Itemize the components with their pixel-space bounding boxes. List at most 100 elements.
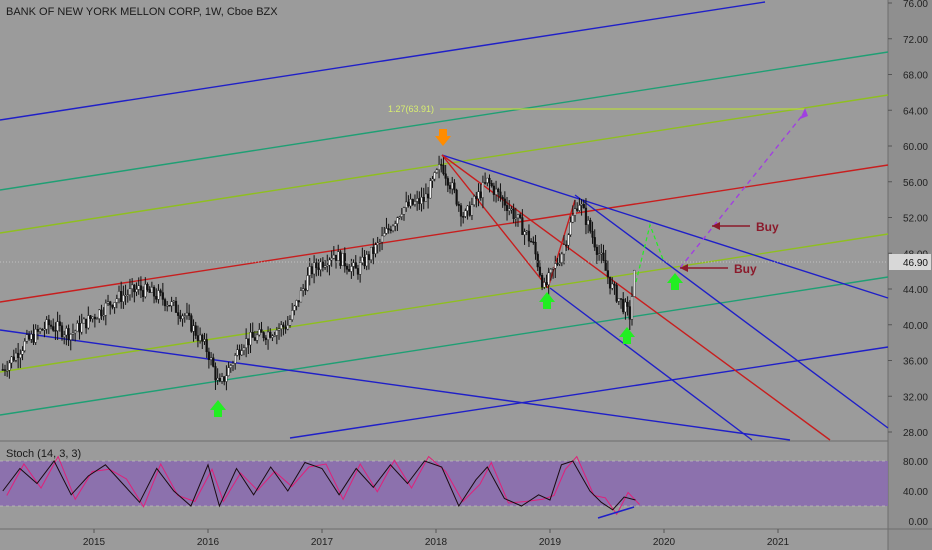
candle-body (380, 235, 384, 243)
candle-body (545, 282, 548, 285)
stoch-lines (2, 455, 640, 516)
candle-body (547, 272, 550, 285)
up-arrow-icon (539, 292, 555, 309)
upper-teal-channel-line (0, 51, 889, 191)
candle-body (591, 230, 594, 238)
candle-body (488, 177, 491, 184)
candle-body (288, 319, 292, 326)
candle-body (3, 369, 7, 371)
candle-body (365, 254, 368, 267)
candle-body (394, 223, 397, 227)
candle-body (416, 198, 419, 202)
candle-body (161, 292, 164, 300)
price-tick-label: 56.00 (903, 178, 928, 189)
candle-body (179, 315, 182, 319)
candle-body (343, 253, 346, 267)
candle-body (424, 193, 428, 202)
price-tick-label: 64.00 (903, 106, 928, 117)
candle-body (363, 257, 366, 267)
stoch-tick-label: 80.00 (903, 457, 928, 468)
candle-body (310, 266, 314, 275)
candle-body (630, 296, 634, 320)
candle-body (567, 234, 570, 246)
candle-body (505, 205, 509, 211)
median-red-line (0, 164, 889, 303)
lower-teal-channel-line (0, 276, 889, 416)
candle-body (486, 177, 489, 183)
candle-body (330, 258, 333, 261)
candle-body (451, 182, 454, 190)
candle-body (551, 267, 555, 270)
price-tick-label: 60.00 (903, 142, 928, 153)
candle-body (405, 201, 408, 208)
candle-body (236, 349, 239, 356)
buy-annotations: Buy Buy (680, 220, 779, 276)
candle-body (286, 325, 289, 330)
candle-body (549, 269, 552, 274)
candle-body (242, 347, 246, 351)
candle-body (194, 325, 197, 336)
candle-body (448, 185, 452, 190)
candle-body (38, 328, 42, 332)
fork-leg-2 (547, 199, 576, 289)
candle-body (444, 173, 447, 179)
candle-body (624, 301, 627, 313)
candle-body (19, 354, 22, 359)
channel-lines (0, 1, 889, 441)
candle-body (608, 276, 612, 289)
candle-body (271, 335, 274, 338)
candle-body (89, 315, 92, 319)
chart-title: BANK OF NEW YORK MELLON CORP, 1W, Cboe B… (6, 6, 278, 18)
up-arrow-icon (667, 273, 683, 290)
time-tick-label: 2021 (767, 537, 790, 548)
candle-body (229, 365, 232, 368)
candle-body (14, 352, 18, 361)
candle-body (137, 285, 140, 290)
candle-body (262, 332, 265, 339)
time-axis: 2015 2016 2017 2018 2019 2020 2021 (83, 529, 790, 548)
candle-body (185, 312, 189, 316)
candle-body (326, 264, 329, 267)
candle-body (466, 205, 469, 211)
candle-body (12, 356, 15, 361)
candle-body (87, 315, 90, 329)
candle-body (52, 326, 55, 331)
buy-label-1: Buy (756, 220, 779, 234)
candle-body (606, 270, 609, 278)
candle-body (78, 323, 81, 333)
green-wave-dash (635, 222, 665, 283)
candle-body (104, 302, 107, 316)
candle-body (538, 266, 542, 276)
candle-body (385, 228, 388, 234)
candle-body (234, 355, 237, 364)
candle-body (356, 268, 360, 275)
current-price-label: 46.90 (903, 258, 928, 269)
candle-body (514, 217, 517, 220)
price-tick-label: 68.00 (903, 71, 928, 82)
candle-body (490, 182, 493, 187)
candle-body (218, 377, 221, 382)
descending-fork-upper (574, 194, 889, 429)
price-tick-label: 36.00 (903, 357, 928, 368)
candle-body (291, 310, 294, 320)
candle-body (297, 300, 300, 303)
candle-body (494, 188, 498, 195)
candle-body (150, 287, 153, 293)
candle-body (45, 319, 48, 330)
candle-body (628, 306, 631, 320)
candle-body (413, 201, 417, 205)
candle-body (225, 375, 228, 382)
candle-body (260, 329, 263, 333)
candle-body (168, 305, 171, 307)
candle-body (321, 261, 324, 268)
time-tick-label: 2018 (425, 537, 448, 548)
candle-body (464, 210, 467, 217)
candle-body (1, 369, 4, 371)
candle-body (251, 332, 254, 338)
candle-body (437, 164, 441, 170)
price-tick-label: 76.00 (903, 0, 928, 10)
candle-body (602, 252, 605, 261)
candle-body (541, 275, 544, 288)
